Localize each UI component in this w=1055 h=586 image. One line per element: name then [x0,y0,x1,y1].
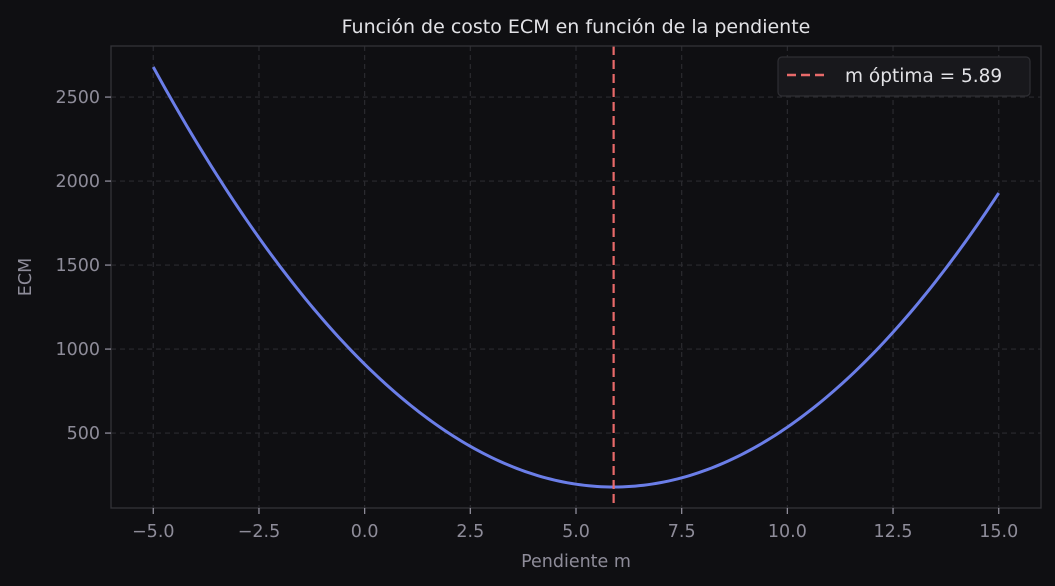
y-tick-label: 500 [67,424,100,444]
ecm-curve [151,66,1000,489]
y-axis-ticks: 500 1000 1500 2000 2500 [55,88,111,444]
x-tick-label: 10.0 [768,522,807,542]
x-tick-label: 15.0 [979,522,1018,542]
x-tick-label: −5.0 [132,522,175,542]
x-tick-label: −2.5 [238,522,281,542]
x-tick-label: 5.0 [562,522,590,542]
legend-label: m óptima = 5.89 [845,66,1002,87]
y-tick-label: 1000 [55,340,100,360]
y-tick-label: 2000 [55,172,100,192]
x-tick-label: 12.5 [874,522,913,542]
axes-background [111,46,1041,508]
y-tick-label: 1500 [55,256,100,276]
grid-lines [111,46,1041,508]
legend: m óptima = 5.89 [777,56,1031,97]
legend-box [777,56,1031,97]
chart-title: Función de costo ECM en función de la pe… [342,16,811,38]
y-tick-label: 2500 [55,88,100,108]
x-axis-ticks: −5.0 −2.5 0.0 2.5 5.0 7.5 10.0 12.5 15.0 [132,508,1018,542]
x-tick-label: 7.5 [668,522,696,542]
x-axis-label: Pendiente m [521,552,631,572]
x-tick-label: 0.0 [351,522,379,542]
y-axis-label: ECM [16,258,36,296]
plot-area [110,45,1042,509]
x-tick-label: 2.5 [456,522,484,542]
